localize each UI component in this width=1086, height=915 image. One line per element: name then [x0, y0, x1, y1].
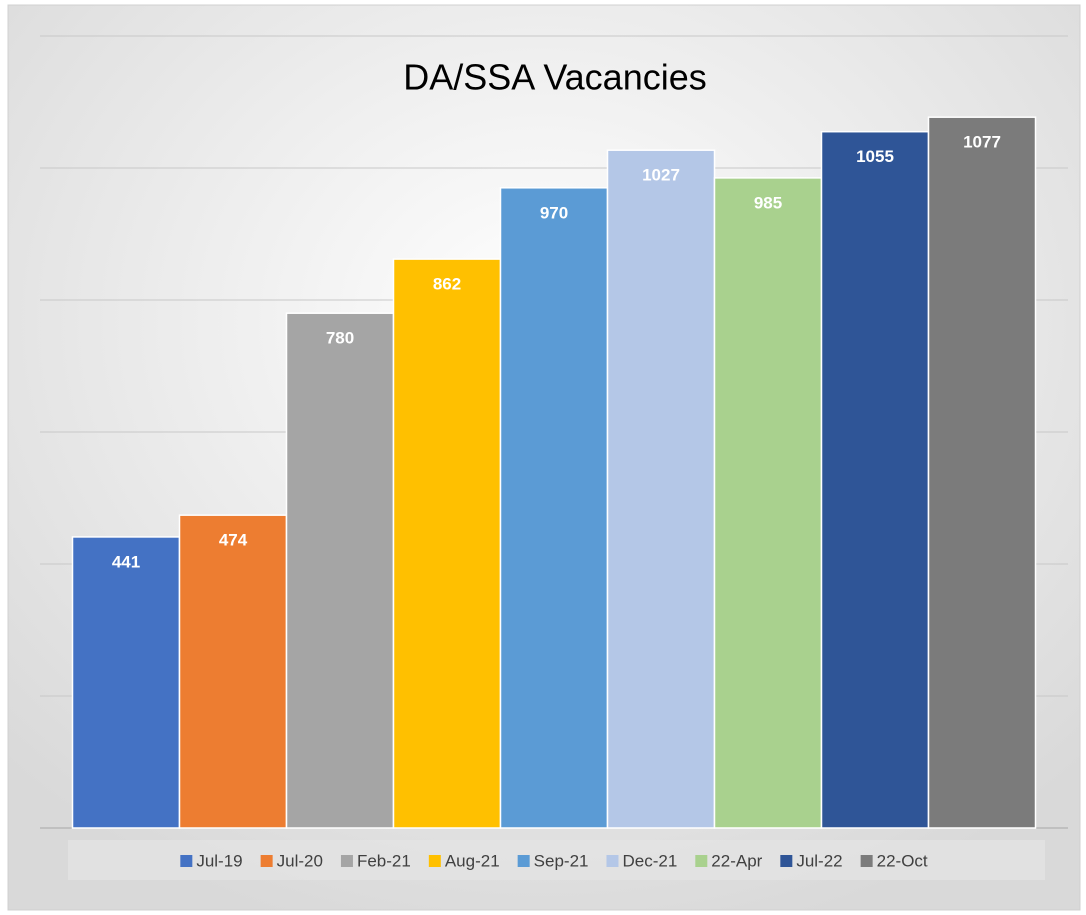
legend-label: 22-Apr — [711, 851, 762, 870]
chart-title: DA/SSA Vacancies — [403, 57, 707, 98]
legend-swatch — [860, 855, 873, 867]
data-label: 985 — [754, 193, 782, 212]
bar — [71, 536, 181, 829]
data-label: 780 — [326, 329, 354, 348]
data-label: 441 — [112, 552, 140, 571]
data-label: 1077 — [963, 133, 1001, 152]
legend-label: Dec-21 — [622, 851, 677, 870]
legend-swatch — [340, 855, 353, 867]
bar — [499, 187, 609, 829]
legend-swatch — [606, 855, 619, 867]
legend-swatch — [517, 855, 530, 867]
legend-label: Feb-21 — [357, 851, 411, 870]
legend-swatch — [695, 855, 708, 867]
legend-label: Aug-21 — [445, 851, 500, 870]
legend-label: Jul-19 — [196, 851, 242, 870]
data-label: 1055 — [856, 147, 894, 166]
legend-swatch — [780, 855, 793, 867]
bar — [606, 149, 716, 829]
legend-swatch — [428, 855, 441, 867]
bar — [713, 177, 823, 829]
legend-label: Jul-22 — [796, 851, 842, 870]
data-label: 970 — [540, 203, 568, 222]
bar — [285, 312, 395, 829]
bar — [178, 514, 288, 829]
data-label: 474 — [219, 531, 248, 550]
bar — [927, 116, 1037, 829]
bar — [392, 258, 502, 829]
data-label: 862 — [433, 275, 461, 294]
legend-swatch — [260, 855, 273, 867]
bar — [820, 130, 930, 829]
legend-swatch — [180, 855, 193, 867]
legend-label: Jul-20 — [277, 851, 323, 870]
legend-label: 22-Oct — [877, 851, 928, 870]
legend-label: Sep-21 — [534, 851, 589, 870]
data-label: 1027 — [642, 166, 680, 185]
legend-box — [68, 840, 1045, 880]
